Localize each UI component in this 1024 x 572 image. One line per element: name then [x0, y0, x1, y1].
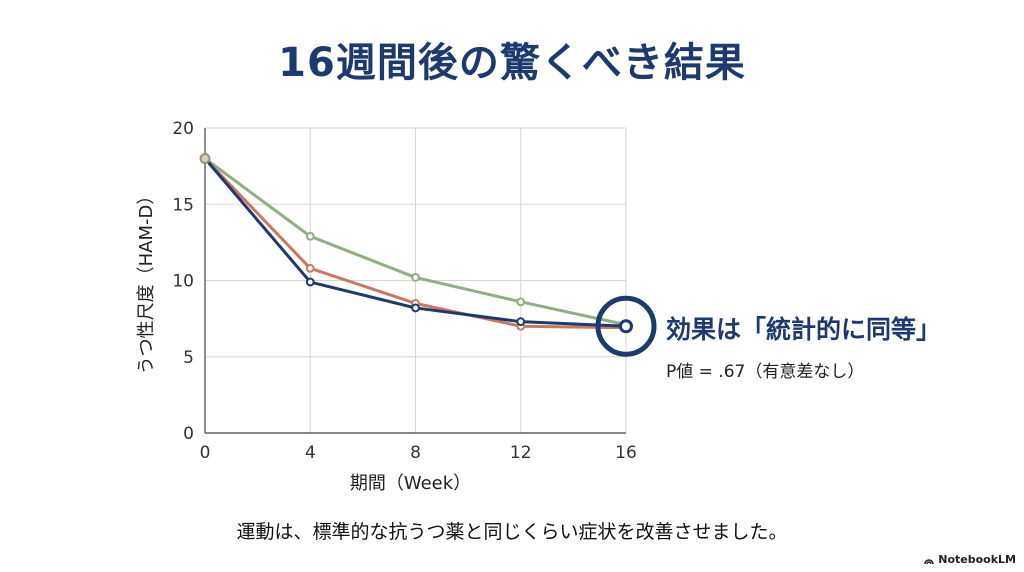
x-tick-label-4: 16 [615, 443, 637, 463]
series-1-point-1 [305, 263, 315, 273]
series-2-point-1 [305, 277, 315, 287]
page-title: 16週間後の驚くべき結果 [278, 40, 746, 86]
highlight-ring [595, 295, 657, 357]
p-value-note: P値 = .67（有意差なし） [666, 362, 865, 382]
notebooklm-logo-icon [924, 558, 935, 564]
series-0-point-2 [411, 273, 420, 282]
series-2-point-3 [516, 317, 526, 327]
x-tick-label-2: 8 [410, 443, 421, 463]
series-0-point-3 [516, 297, 526, 307]
highlight-point [619, 319, 633, 334]
x-tick-label-3: 12 [510, 443, 532, 463]
y-tick-label-1: 5 [183, 348, 194, 368]
y-tick-label-4: 20 [172, 119, 194, 139]
caption: 運動は、標準的な抗うつ薬と同じくらい症状を改善させました。 [236, 521, 788, 543]
x-axis-label: 期間（Week） [350, 473, 471, 494]
series-0-point-1 [305, 231, 315, 241]
brand-watermark: NotebookLM [924, 553, 1016, 566]
x-tick-label-0: 0 [200, 443, 211, 463]
y-tick-label-0: 0 [183, 424, 194, 444]
brand-label: NotebookLM [938, 553, 1016, 566]
result-annotation: 効果は「統計的に同等」 [666, 315, 942, 344]
series-2-point-2 [411, 303, 420, 313]
y-tick-label-2: 10 [172, 272, 194, 292]
x-tick-label-1: 4 [305, 443, 316, 463]
y-tick-label-3: 15 [172, 195, 194, 215]
y-axis-label: うつ性尺度（HAM-D） [136, 187, 157, 375]
start-point [199, 153, 211, 164]
